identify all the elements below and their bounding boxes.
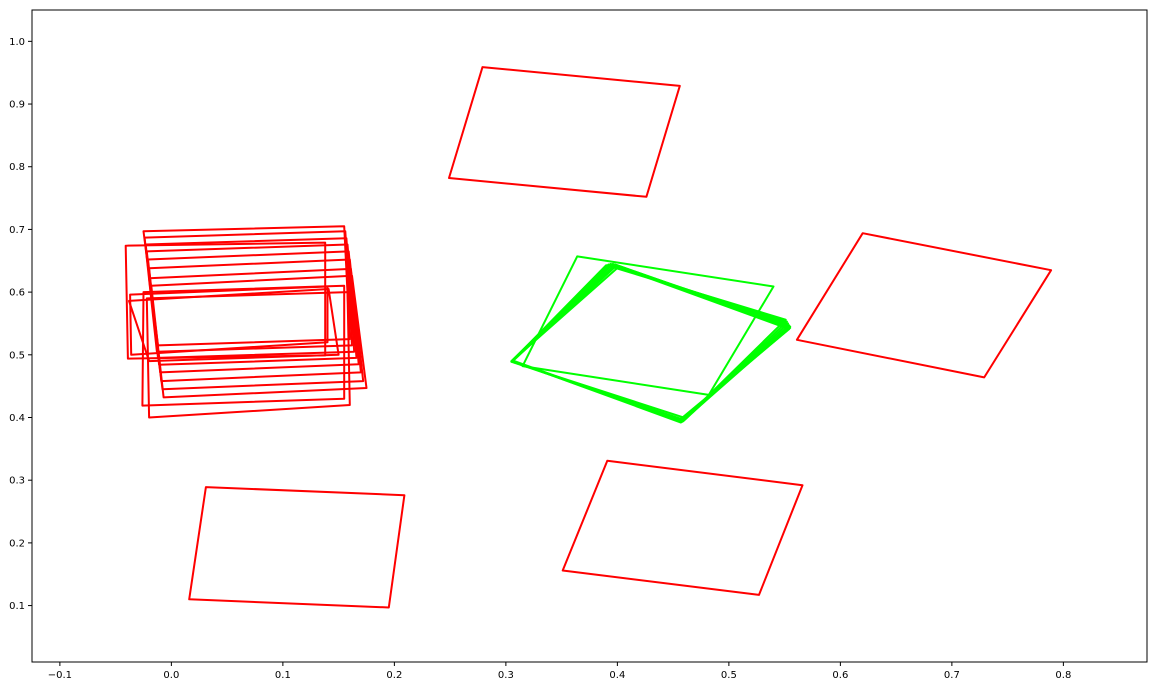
y-tick-label: 0.9: [9, 100, 25, 111]
x-tick-label: 0.5: [721, 670, 737, 681]
x-tick-label: 0.4: [609, 670, 625, 681]
x-axis: −0.1 0.0 0.1 0.2 0.3 0.4 0.5 0.6 0.7 0.8: [48, 662, 1072, 681]
x-tick-label: 0.3: [498, 670, 514, 681]
x-tick-label: 0.0: [163, 670, 179, 681]
plot-area: [32, 10, 1147, 662]
y-tick-label: 0.7: [9, 225, 25, 236]
y-tick-label: 0.6: [9, 288, 25, 299]
x-tick-label: 0.6: [832, 670, 848, 681]
y-tick-label: 1.0: [9, 37, 25, 48]
axes-frame: [32, 10, 1147, 662]
x-tick-label: 0.1: [275, 670, 291, 681]
y-tick-label: 0.2: [9, 538, 25, 549]
x-tick-label: 0.7: [944, 670, 960, 681]
y-tick-label: 0.5: [9, 350, 25, 361]
y-tick-label: 0.1: [9, 601, 25, 612]
y-axis: 0.1 0.2 0.3 0.4 0.5 0.6 0.7 0.8 0.9 1.0: [9, 37, 32, 612]
x-tick-label: −0.1: [48, 670, 72, 681]
y-tick-label: 0.3: [9, 476, 25, 487]
y-tick-label: 0.8: [9, 162, 25, 173]
y-tick-label: 0.4: [9, 413, 25, 424]
x-tick-label: 0.2: [386, 670, 402, 681]
x-tick-label: 0.8: [1055, 670, 1071, 681]
